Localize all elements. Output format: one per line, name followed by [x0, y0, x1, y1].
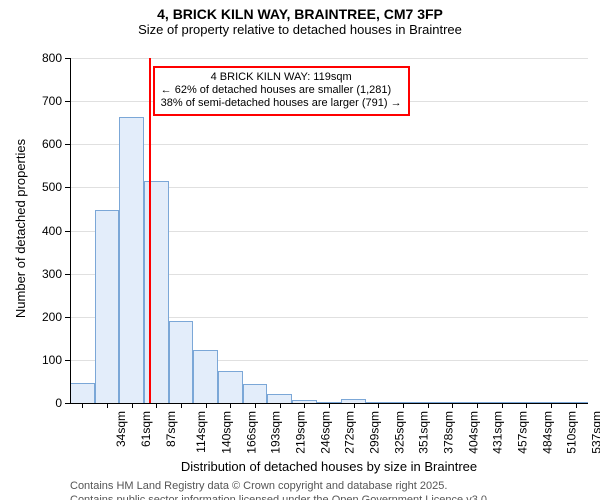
- annotation-line-1: 4 BRICK KILN WAY: 119sqm: [161, 71, 402, 84]
- x-tick-mark: [403, 403, 404, 408]
- x-tick-label: 431sqm: [491, 411, 505, 454]
- x-tick-label: 325sqm: [392, 411, 406, 454]
- x-tick-mark: [576, 403, 577, 408]
- x-tick-label: 219sqm: [294, 411, 308, 454]
- y-tick-mark: [65, 187, 70, 188]
- x-tick-mark: [156, 403, 157, 408]
- histogram-bar: [95, 210, 120, 403]
- chart-subtitle: Size of property relative to detached ho…: [0, 22, 600, 37]
- histogram-bar: [119, 117, 144, 403]
- y-tick-mark: [65, 231, 70, 232]
- annotation-line-3: 38% of semi-detached houses are larger (…: [161, 97, 402, 110]
- x-tick-mark: [477, 403, 478, 408]
- y-tick-mark: [65, 360, 70, 361]
- marker-line: [149, 58, 151, 403]
- x-tick-mark: [304, 403, 305, 408]
- x-tick-label: 351sqm: [417, 411, 431, 454]
- footer-credits: Contains HM Land Registry data © Crown c…: [70, 479, 490, 500]
- x-tick-mark: [255, 403, 256, 408]
- annotation-box: 4 BRICK KILN WAY: 119sqm ← 62% of detach…: [153, 66, 410, 116]
- y-tick-label: 200: [32, 310, 62, 324]
- y-tick-label: 300: [32, 267, 62, 281]
- x-tick-label: 537sqm: [590, 411, 600, 454]
- y-tick-mark: [65, 317, 70, 318]
- y-tick-mark: [65, 403, 70, 404]
- x-tick-mark: [502, 403, 503, 408]
- x-tick-label: 457sqm: [516, 411, 530, 454]
- histogram-bar: [218, 371, 243, 403]
- x-tick-mark: [107, 403, 108, 408]
- x-tick-mark: [132, 403, 133, 408]
- x-tick-label: 140sqm: [220, 411, 234, 454]
- x-tick-label: 299sqm: [368, 411, 382, 454]
- histogram-bar: [169, 321, 194, 403]
- x-tick-label: 34sqm: [114, 411, 128, 447]
- y-tick-label: 0: [32, 396, 62, 410]
- histogram-bar: [70, 383, 95, 403]
- chart-title: 4, BRICK KILN WAY, BRAINTREE, CM7 3FP: [0, 6, 600, 22]
- x-tick-label: 246sqm: [318, 411, 332, 454]
- histogram-bar: [193, 350, 218, 403]
- y-tick-label: 500: [32, 180, 62, 194]
- x-tick-label: 87sqm: [164, 411, 178, 447]
- x-tick-mark: [428, 403, 429, 408]
- x-tick-label: 272sqm: [343, 411, 357, 454]
- x-tick-mark: [280, 403, 281, 408]
- x-tick-mark: [206, 403, 207, 408]
- x-tick-mark: [378, 403, 379, 408]
- x-tick-label: 378sqm: [442, 411, 456, 454]
- y-tick-label: 800: [32, 51, 62, 65]
- x-tick-mark: [452, 403, 453, 408]
- x-tick-label: 114sqm: [194, 411, 208, 453]
- y-tick-mark: [65, 144, 70, 145]
- y-tick-label: 600: [32, 137, 62, 151]
- x-tick-label: 404sqm: [466, 411, 480, 454]
- y-axis-label: Number of detached properties: [13, 56, 28, 401]
- annotation-line-2: ← 62% of detached houses are smaller (1,…: [161, 84, 402, 97]
- footer-line-2: Contains public sector information licen…: [70, 493, 490, 500]
- y-axis-line: [70, 58, 71, 403]
- x-tick-mark: [354, 403, 355, 408]
- x-tick-label: 484sqm: [540, 411, 554, 454]
- x-tick-mark: [526, 403, 527, 408]
- chart-container: { "title": "4, BRICK KILN WAY, BRAINTREE…: [0, 6, 600, 500]
- histogram-bar: [243, 384, 268, 403]
- x-tick-label: 166sqm: [244, 411, 258, 454]
- x-tick-mark: [230, 403, 231, 408]
- x-tick-label: 61sqm: [139, 411, 153, 447]
- y-tick-label: 100: [32, 353, 62, 367]
- x-tick-mark: [329, 403, 330, 408]
- footer-line-1: Contains HM Land Registry data © Crown c…: [70, 479, 490, 493]
- y-tick-label: 700: [32, 94, 62, 108]
- x-tick-mark: [551, 403, 552, 408]
- y-tick-mark: [65, 58, 70, 59]
- y-tick-mark: [65, 274, 70, 275]
- y-tick-mark: [65, 101, 70, 102]
- histogram-bar: [267, 394, 292, 403]
- x-axis-label: Distribution of detached houses by size …: [70, 459, 588, 474]
- y-tick-label: 400: [32, 224, 62, 238]
- x-tick-label: 510sqm: [565, 411, 579, 454]
- x-tick-mark: [181, 403, 182, 408]
- x-tick-label: 193sqm: [269, 411, 283, 454]
- x-tick-mark: [82, 403, 83, 408]
